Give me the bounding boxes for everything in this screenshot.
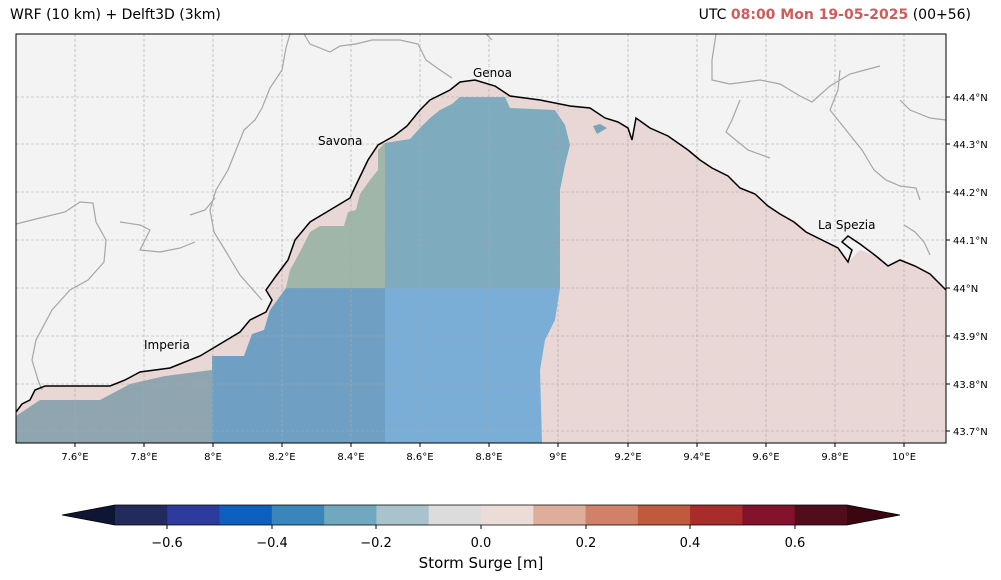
colorbar-segment (481, 505, 534, 525)
colorbar-segment (637, 505, 691, 525)
lon-label: 8.4°E (337, 452, 364, 463)
lat-label: 44.1°N (953, 236, 988, 247)
coastline (16, 79, 946, 413)
city-genoa: Genoa (473, 66, 512, 80)
colorbar-segment (376, 505, 430, 525)
colorbar-tick-label: −0.4 (256, 536, 288, 551)
colorbar-outline (61, 504, 901, 526)
colorbar-segment (742, 505, 796, 525)
map-frame (15, 33, 947, 444)
lon-label: 9.2°E (614, 452, 641, 463)
colorbar-extend-high (847, 505, 900, 525)
colorbar-segment (794, 505, 848, 525)
lon-label: 8°E (204, 452, 222, 463)
lon-label: 9.4°E (683, 452, 710, 463)
colorbar-segment (533, 505, 587, 525)
colorbar-tick-label: 0.4 (680, 536, 701, 551)
lon-label: 9°E (549, 452, 567, 463)
colorbar-segment (690, 505, 743, 525)
lon-label: 10°E (892, 452, 916, 463)
colorbar-label: Storm Surge [m] (419, 554, 544, 572)
lon-label: 9.6°E (752, 452, 779, 463)
lon-label: 7.8°E (130, 452, 157, 463)
lon-label: 8.2°E (268, 452, 295, 463)
surge-patch-south (385, 288, 560, 443)
colorbar-tick-labels: −0.6 −0.4 −0.2 0.0 0.2 0.4 0.6 (151, 536, 805, 551)
lat-label: 44.3°N (953, 140, 988, 151)
lead-time: (00+56) (912, 7, 971, 23)
surge-patch-small (593, 124, 607, 134)
colorbar-ticks (166, 525, 796, 529)
lat-label: 43.9°N (953, 332, 988, 343)
map-title: WRF (10 km) + Delft3D (3km) (10, 7, 221, 23)
colorbar-segment (428, 505, 482, 525)
lat-label: 44.4°N (953, 93, 988, 104)
city-imperia: Imperia (144, 338, 190, 352)
valid-time: UTC 08:00 Mon 19-05-2025 (00+56) (699, 7, 971, 23)
city-la-spezia: La Spezia (818, 218, 875, 232)
surge-patch-far-west (16, 370, 212, 443)
lat-label: 43.7°N (953, 427, 988, 438)
axis-ticks (74, 96, 950, 447)
lon-label: 8.8°E (475, 452, 502, 463)
colorbar-segment (271, 505, 325, 525)
city-labels: Genoa Savona Imperia La Spezia (144, 66, 875, 352)
colorbar-tick-label: −0.6 (151, 536, 183, 551)
colorbar: −0.6 −0.4 −0.2 0.0 0.2 0.4 0.6 Storm Sur… (61, 504, 901, 572)
lon-label: 7.6°E (61, 452, 88, 463)
lon-label: 8.6°E (406, 452, 433, 463)
region-borders (16, 34, 946, 391)
city-savona: Savona (318, 134, 362, 148)
lat-label: 43.8°N (953, 380, 988, 391)
graticule (16, 34, 946, 443)
forecast-datetime: 08:00 Mon 19-05-2025 (730, 7, 909, 23)
colorbar-segment (115, 505, 168, 525)
colorbar-segment (167, 505, 221, 525)
lat-label: 44.2°N (953, 188, 988, 199)
colorbar-segment (324, 505, 377, 525)
lat-label: 44°N (953, 284, 978, 295)
longitude-labels: 7.6°E 7.8°E 8°E 8.2°E 8.4°E 8.6°E 8.8°E … (61, 452, 916, 463)
colorbar-extend-low (62, 505, 115, 525)
surge-patch-negative-west (286, 143, 385, 288)
colorbar-segment (219, 505, 273, 525)
colorbar-tick-label: 0.6 (785, 536, 806, 551)
latitude-labels: 44.4°N 44.3°N 44.2°N 44.1°N 44°N 43.9°N … (953, 93, 988, 438)
colorbar-segment (585, 505, 639, 525)
colorbar-tick-label: −0.2 (360, 536, 392, 551)
surge-patch-southwest (212, 288, 385, 443)
lon-label: 9.8°E (821, 452, 848, 463)
colorbar-tick-label: 0.2 (576, 536, 597, 551)
colorbar-tick-label: 0.0 (471, 536, 492, 551)
utc-label: UTC (698, 7, 727, 23)
map-panel (16, 34, 946, 443)
colorbar-segments (115, 505, 848, 525)
